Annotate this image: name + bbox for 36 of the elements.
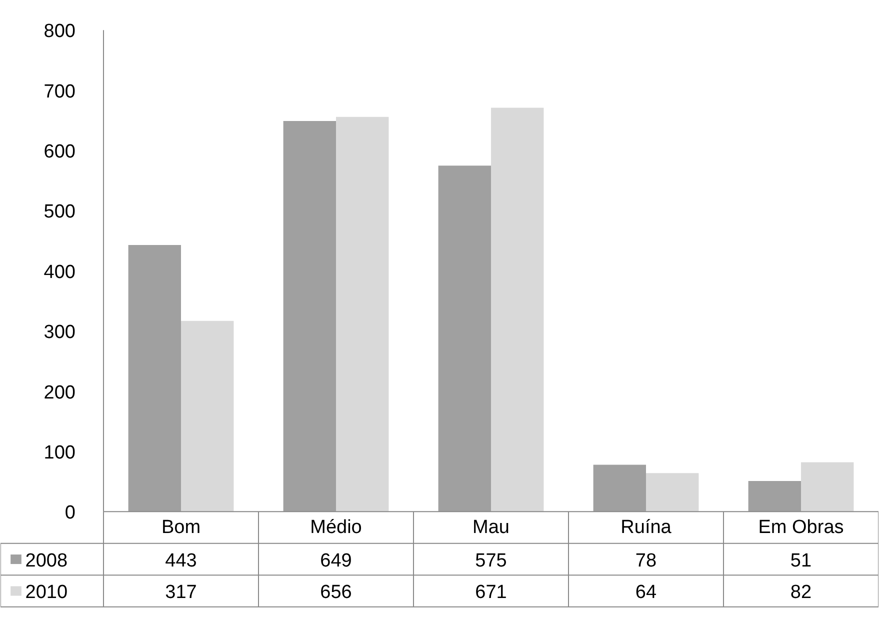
data-label: 671 <box>475 582 507 603</box>
x-tick-label: Mau <box>472 517 510 538</box>
y-tick-label: 600 <box>44 142 76 163</box>
data-label: 575 <box>475 550 507 572</box>
data-label: 443 <box>165 550 197 572</box>
x-tick-label: Ruína <box>620 517 672 538</box>
bar <box>181 320 234 512</box>
legend-label: 2008 <box>25 550 68 572</box>
data-label: 317 <box>165 582 197 603</box>
data-label: 82 <box>790 582 812 603</box>
data-label: 51 <box>790 550 812 572</box>
x-tick-label: Médio <box>310 517 362 538</box>
data-label: 78 <box>635 550 657 572</box>
y-tick-label: 100 <box>44 442 76 464</box>
bar <box>128 245 181 512</box>
x-tick-label: Em Obras <box>758 517 844 538</box>
bar <box>593 464 646 512</box>
x-tick-label: Bom <box>161 517 201 538</box>
y-tick-label: 300 <box>44 322 76 344</box>
bar <box>336 116 389 512</box>
y-tick-label: 400 <box>44 262 76 283</box>
bar <box>283 121 336 512</box>
bar <box>748 480 801 512</box>
legend-label: 2010 <box>25 582 68 603</box>
data-label: 649 <box>320 550 352 572</box>
y-tick-label: 200 <box>44 382 76 404</box>
y-tick-label: 700 <box>44 81 76 102</box>
data-label: 64 <box>635 582 657 603</box>
y-tick-label: 500 <box>44 202 76 223</box>
bar <box>491 108 544 512</box>
bar <box>801 462 854 512</box>
data-label: 656 <box>320 582 352 603</box>
y-tick-label: 0 <box>64 502 76 524</box>
y-tick-label: 800 <box>44 21 76 42</box>
bar <box>438 166 491 512</box>
bar <box>646 473 699 512</box>
